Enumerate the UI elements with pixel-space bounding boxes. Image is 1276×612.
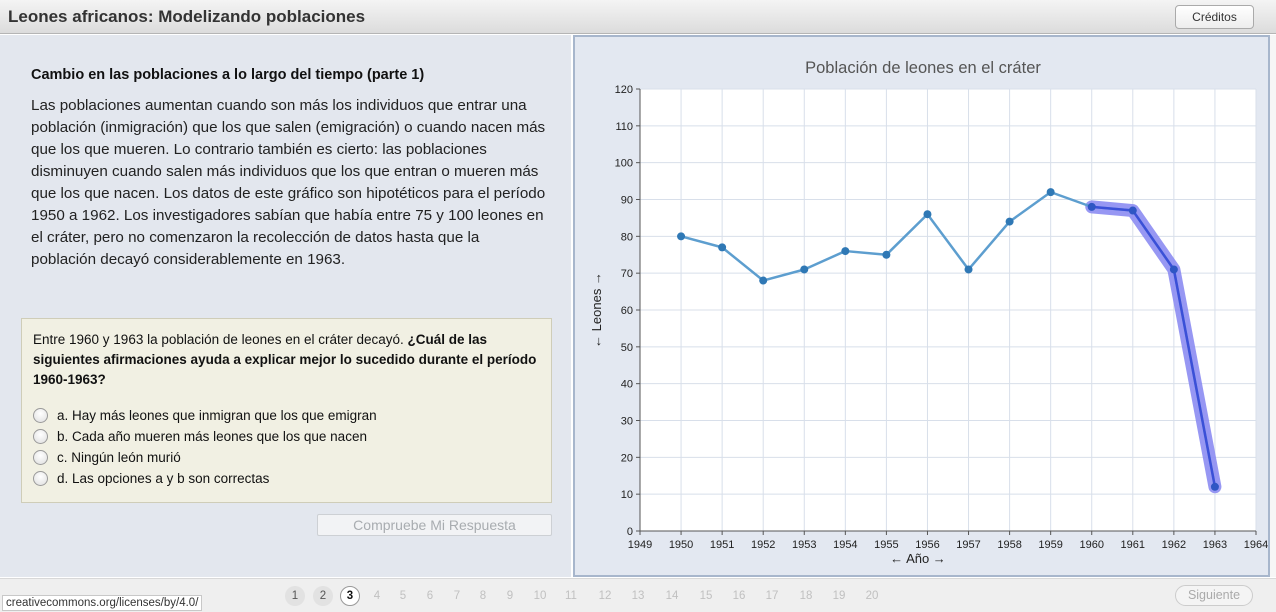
x-tick-label: 1957 (956, 539, 980, 551)
app-title: Leones africanos: Modelizando poblacione… (8, 7, 366, 26)
y-tick-label: 50 (621, 342, 633, 354)
option-d-label[interactable]: d. Las opciones a y b son correctas (57, 470, 270, 486)
data-point (677, 232, 686, 241)
window-edge (1270, 35, 1276, 577)
data-point (1169, 265, 1178, 274)
x-tick-label: 1955 (874, 539, 898, 551)
data-point (1128, 206, 1137, 215)
y-axis-title: ← Leones → (589, 272, 604, 348)
page-2-button[interactable]: 2 (313, 586, 333, 606)
intro-text: Las poblaciones aumentan cuando son más … (31, 97, 546, 268)
chart-panel: 0 10 20 30 40 50 60 70 80 90 100 110 120 1949 1950 1951… (573, 35, 1270, 577)
option-c-label[interactable]: c. Ningún león murió (57, 449, 181, 465)
data-point (800, 265, 809, 274)
page-3-button[interactable]: 3 (340, 586, 360, 606)
data-point (1005, 217, 1014, 226)
option-b[interactable]: b. Cada año mueren más leones que los qu… (33, 426, 367, 446)
lesson-panel: Cambio en las poblaciones a lo largo del… (0, 35, 571, 577)
x-tick-label: 1962 (1162, 539, 1186, 551)
population-chart: 0 10 20 30 40 50 60 70 80 90 100 110 120 1949 1950 1951… (589, 59, 1268, 566)
page-9-button[interactable]: 9 (506, 590, 514, 602)
page-18-button[interactable]: 18 (799, 590, 813, 602)
chart-title: Población de leones en el cráter (805, 59, 1041, 77)
option-c-radio[interactable] (33, 449, 48, 465)
page-14-button[interactable]: 14 (665, 590, 679, 602)
x-tick-label: 1961 (1121, 539, 1145, 551)
page-5-button[interactable]: 5 (399, 590, 407, 602)
page-6-button[interactable]: 6 (426, 590, 434, 602)
x-tick-label: 1954 (833, 539, 857, 551)
page-15-button[interactable]: 15 (699, 590, 713, 602)
page-20-button[interactable]: 20 (865, 590, 879, 602)
option-b-label[interactable]: b. Cada año mueren más leones que los qu… (57, 428, 367, 444)
x-tick-label: 1953 (792, 539, 816, 551)
x-axis-title: ← Año → (890, 551, 946, 566)
page-11-button[interactable]: 11 (565, 590, 577, 602)
page-8-button[interactable]: 8 (479, 590, 487, 602)
page-16-button[interactable]: 16 (732, 590, 746, 602)
question-prompt-bold: ¿Cuál de las siguientes afirmaciones ayu… (33, 332, 537, 387)
y-tick-label: 60 (621, 305, 633, 317)
x-tick-label: 1963 (1203, 539, 1227, 551)
y-tick-label: 30 (621, 416, 633, 428)
data-point (882, 250, 891, 259)
y-tick-label: 100 (615, 158, 633, 170)
option-a-radio[interactable] (33, 407, 48, 423)
data-point (759, 276, 768, 285)
data-point (841, 247, 850, 256)
question-text: Entre 1960 y 1963 la población de leones… (33, 330, 538, 390)
y-tick-label: 40 (621, 379, 633, 391)
x-tick-label: 1952 (751, 539, 775, 551)
data-point (923, 210, 932, 219)
x-tick-label: 1949 (628, 539, 652, 551)
title-bar: Leones africanos: Modelizando poblacione… (0, 0, 1276, 34)
data-point (718, 243, 727, 252)
page-7-button[interactable]: 7 (453, 590, 461, 602)
data-point (1087, 202, 1096, 211)
page-10-button[interactable]: 10 (533, 590, 547, 602)
data-point (1046, 188, 1055, 197)
page-1-button[interactable]: 1 (285, 586, 305, 606)
credits-button[interactable]: Créditos (1175, 5, 1254, 29)
page-4-button[interactable]: 4 (373, 590, 381, 602)
x-tick-label: 1956 (915, 539, 939, 551)
question-prompt: Entre 1960 y 1963 la población de leones… (33, 332, 404, 347)
y-tick-label: 120 (615, 84, 633, 96)
y-tick-label: 70 (621, 268, 633, 280)
page-12-button[interactable]: 12 (598, 590, 612, 602)
section-title: Cambio en las poblaciones a lo largo del… (31, 67, 425, 83)
y-tick-label: 20 (621, 452, 633, 464)
option-a[interactable]: a. Hay más leones que inmigran que los q… (33, 405, 377, 425)
option-b-radio[interactable] (33, 428, 48, 444)
y-tick-label: 110 (615, 121, 633, 133)
x-tick-label: 1958 (997, 539, 1021, 551)
y-tick-label: 90 (621, 195, 633, 207)
data-point (1210, 482, 1219, 491)
y-tick-label: 10 (621, 489, 633, 501)
x-tick-label: 1960 (1079, 539, 1103, 551)
y-tick-label: 80 (621, 231, 633, 243)
question-box: Entre 1960 y 1963 la población de leones… (21, 318, 552, 503)
x-tick-label: 1964 (1244, 539, 1268, 551)
page-13-button[interactable]: 13 (631, 590, 645, 602)
page-17-button[interactable]: 17 (765, 590, 779, 602)
x-tick-label: 1950 (669, 539, 693, 551)
x-tick-label: 1951 (710, 539, 734, 551)
page-19-button[interactable]: 19 (832, 590, 846, 602)
option-c[interactable]: c. Ningún león murió (33, 447, 181, 467)
option-a-label[interactable]: a. Hay más leones que inmigran que los q… (57, 407, 377, 423)
license-link[interactable]: creativecommons.org/licenses/by/4.0/ (2, 595, 203, 611)
option-d[interactable]: d. Las opciones a y b son correctas (33, 468, 269, 488)
x-tick-label: 1959 (1038, 539, 1062, 551)
check-answer-button[interactable]: Compruebe Mi Respuesta (317, 514, 552, 536)
data-point (964, 265, 973, 274)
highlight-line (1091, 205, 1217, 488)
next-button[interactable]: Siguiente (1175, 585, 1253, 606)
y-tick-label: 0 (627, 526, 633, 538)
option-d-radio[interactable] (33, 470, 48, 486)
